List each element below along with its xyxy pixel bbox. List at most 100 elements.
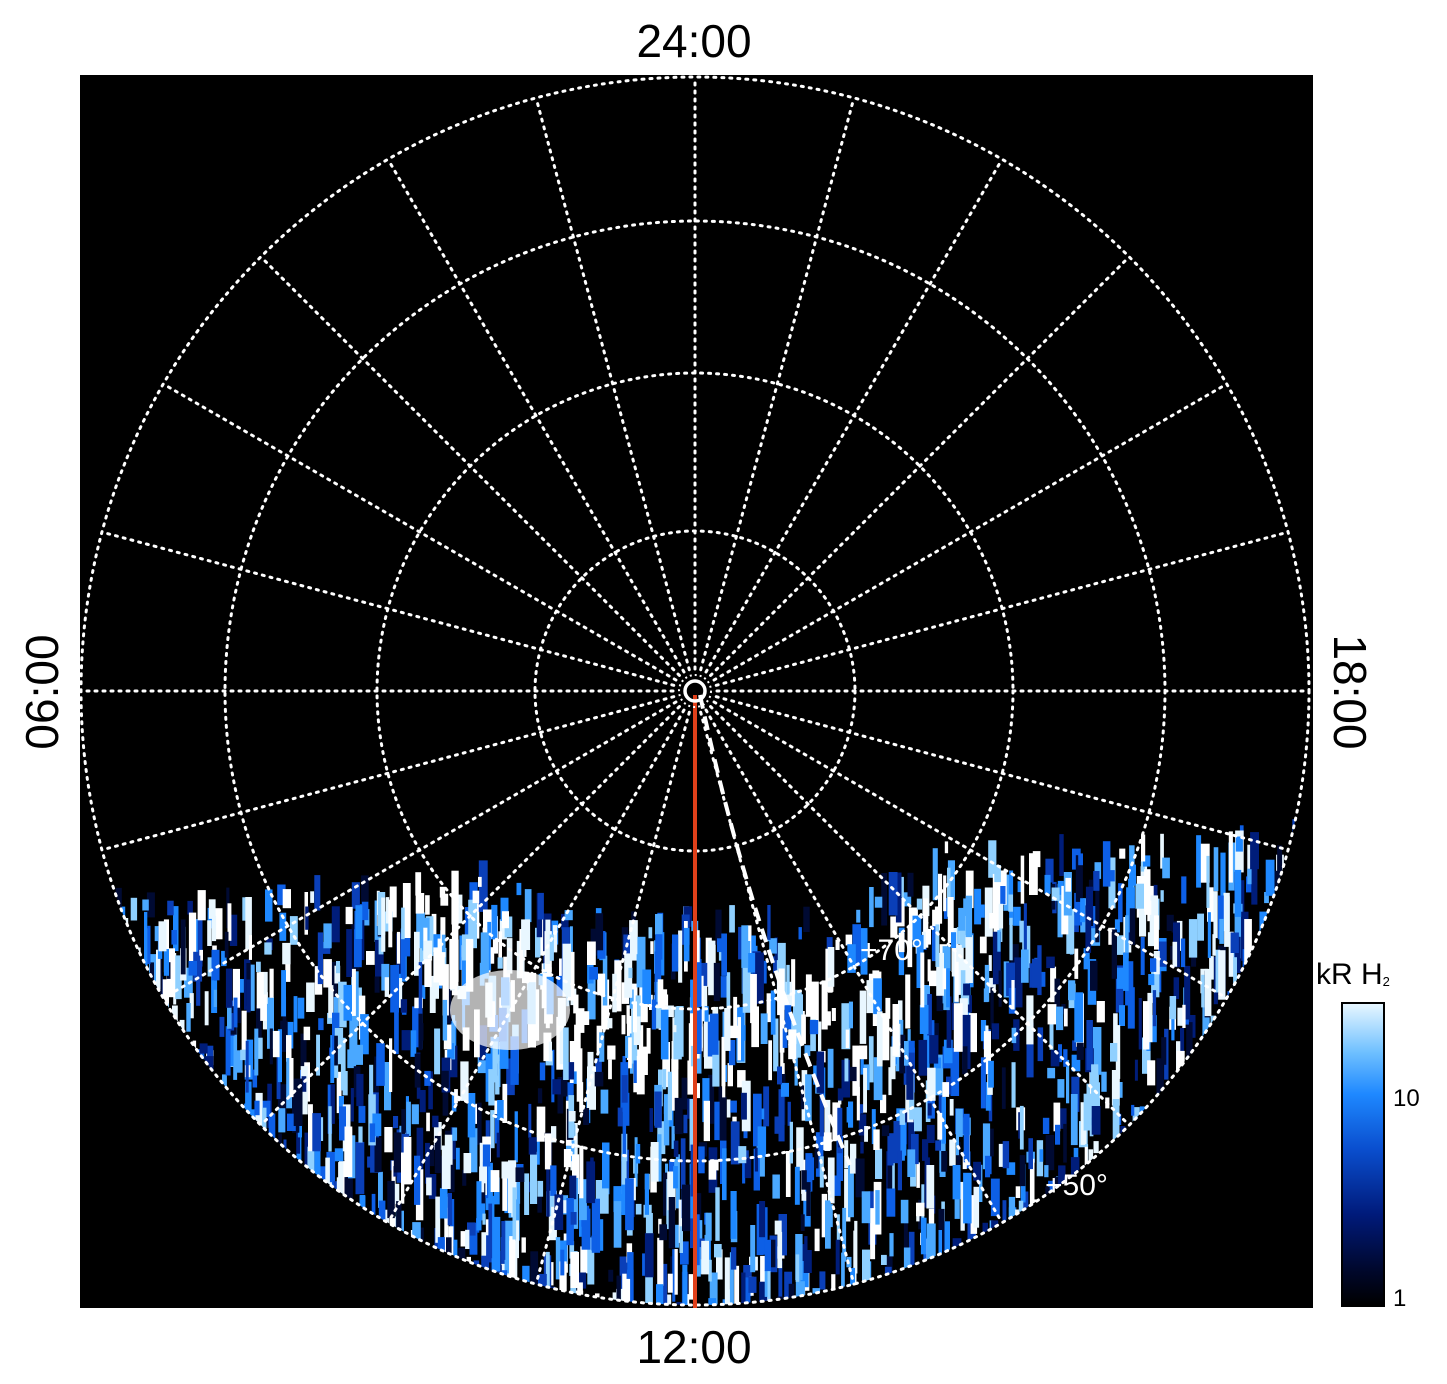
meridian-line xyxy=(714,695,1290,852)
emission-streak xyxy=(1154,1194,1161,1219)
emission-streak xyxy=(415,893,425,914)
emission-streak xyxy=(939,1134,943,1173)
emission-streak xyxy=(509,1236,516,1281)
emission-streak xyxy=(810,1019,816,1052)
emission-streak xyxy=(687,1060,696,1095)
emission-streak xyxy=(763,1086,770,1127)
emission-streak xyxy=(428,1174,437,1199)
emission-streak xyxy=(356,1247,363,1284)
emission-streak xyxy=(132,1014,142,1067)
emission-streak xyxy=(241,1250,250,1270)
emission-streak xyxy=(297,997,305,1019)
emission-streak xyxy=(952,1165,961,1200)
emission-streak xyxy=(1207,887,1214,922)
emission-streak xyxy=(844,1168,851,1222)
emission-streak xyxy=(387,1180,395,1219)
emission-streak xyxy=(223,1155,229,1189)
emission-streak xyxy=(1084,1146,1088,1172)
emission-streak xyxy=(835,1239,840,1275)
emission-streak xyxy=(1011,1062,1016,1108)
emission-streak xyxy=(1118,883,1123,923)
emission-streak xyxy=(324,1212,333,1243)
emission-streak xyxy=(1002,1141,1010,1169)
emission-streak xyxy=(895,872,902,923)
emission-streak xyxy=(1119,1005,1125,1026)
emission-streak xyxy=(770,990,776,1035)
emission-streak xyxy=(188,1217,193,1254)
emission-streak xyxy=(97,1126,101,1163)
emission-streak xyxy=(83,1174,89,1223)
emission-streak xyxy=(138,1084,144,1112)
emission-streak xyxy=(1212,934,1216,956)
emission-streak xyxy=(548,1041,552,1062)
emission-streak xyxy=(227,1167,232,1213)
emission-streak xyxy=(1221,1021,1225,1032)
emission-streak xyxy=(986,1282,993,1303)
emission-streak xyxy=(127,1100,133,1129)
emission-streak xyxy=(488,1069,495,1106)
emission-streak xyxy=(673,1140,679,1157)
emission-streak xyxy=(1116,1178,1123,1208)
emission-streak xyxy=(1066,909,1075,954)
emission-streak xyxy=(1245,967,1254,1000)
emission-streak xyxy=(1189,1295,1195,1305)
emission-streak xyxy=(650,1142,659,1182)
emission-streak xyxy=(300,1241,305,1296)
emission-streak xyxy=(992,873,1001,914)
emission-streak xyxy=(296,1122,301,1154)
emission-streak xyxy=(730,1191,737,1239)
emission-streak xyxy=(1164,1028,1169,1080)
emission-streak xyxy=(282,889,291,909)
emission-streak xyxy=(157,1130,165,1150)
emission-streak xyxy=(803,906,810,932)
emission-streak xyxy=(1299,1194,1307,1237)
emission-streak xyxy=(151,1016,156,1041)
emission-streak xyxy=(998,970,1002,1007)
emission-streak xyxy=(1014,957,1023,1008)
emission-streak xyxy=(873,1129,880,1150)
emission-streak xyxy=(1054,1266,1064,1301)
emission-streak xyxy=(463,1153,472,1174)
emission-streak xyxy=(395,1229,400,1277)
emission-streak xyxy=(265,1136,270,1165)
emission-streak xyxy=(1276,1019,1282,1070)
emission-streak xyxy=(360,1014,369,1055)
emission-streak xyxy=(729,905,735,933)
emission-streak xyxy=(91,1095,100,1150)
emission-streak xyxy=(742,1162,746,1184)
emission-streak xyxy=(266,1180,274,1213)
emission-streak xyxy=(1180,1028,1185,1061)
emission-streak xyxy=(111,1278,117,1305)
emission-streak xyxy=(254,1100,260,1116)
emission-streak xyxy=(708,1259,712,1282)
emission-streak xyxy=(716,1249,723,1280)
emission-streak xyxy=(116,906,126,961)
emission-streak xyxy=(801,1014,806,1044)
emission-streak xyxy=(384,1062,392,1111)
emission-streak xyxy=(861,1191,871,1224)
emission-streak xyxy=(443,1292,452,1304)
emission-streak xyxy=(663,1172,668,1216)
emission-streak xyxy=(98,1224,102,1268)
emission-streak xyxy=(899,1034,906,1074)
emission-streak xyxy=(545,919,551,964)
emission-streak xyxy=(1127,987,1135,1029)
emission-streak xyxy=(1160,833,1164,869)
emission-streak xyxy=(877,1288,884,1305)
emission-streak xyxy=(256,1005,262,1048)
emission-streak xyxy=(194,1170,202,1209)
emission-streak xyxy=(750,974,757,1024)
emission-streak xyxy=(1234,869,1242,917)
emission-streak xyxy=(389,1285,399,1305)
meridian-line xyxy=(161,700,678,1000)
emission-streak xyxy=(433,947,441,983)
emission-streak xyxy=(350,1222,357,1262)
emission-streak xyxy=(1111,1070,1120,1106)
emission-streak xyxy=(304,1261,313,1296)
emission-streak xyxy=(1086,1020,1093,1071)
emission-streak xyxy=(768,1040,772,1081)
emission-streak xyxy=(954,1180,960,1219)
emission-streak xyxy=(1141,834,1146,862)
emission-streak xyxy=(1152,990,1157,1027)
emission-streak xyxy=(1058,1165,1066,1193)
